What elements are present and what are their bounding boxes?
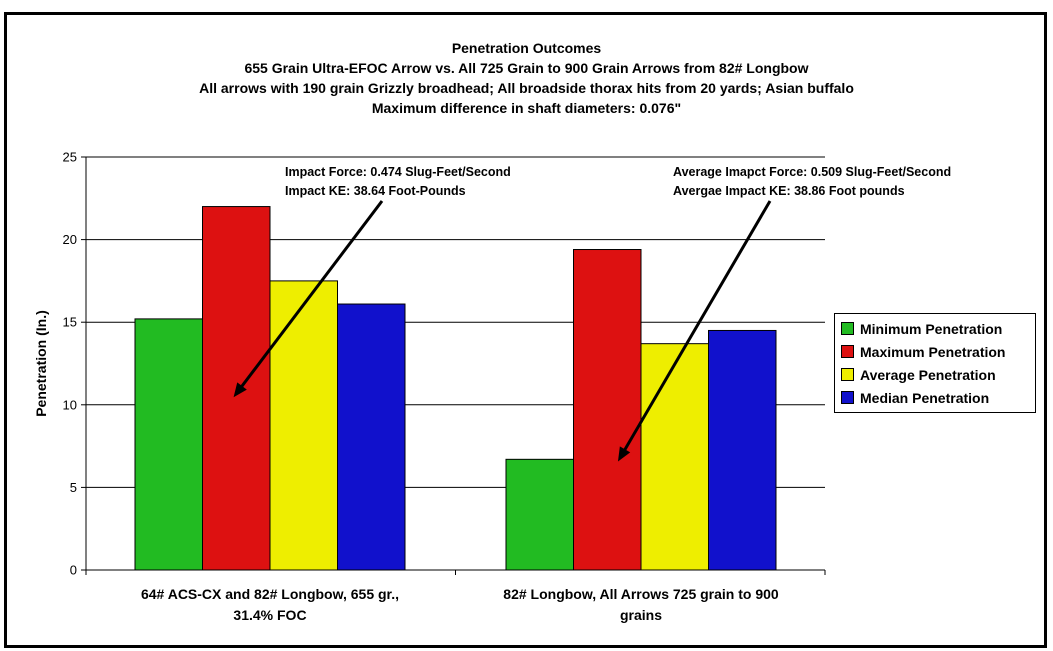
legend-item: Maximum Penetration: [841, 340, 1029, 363]
legend-label: Maximum Penetration: [860, 343, 1006, 360]
bar: [573, 249, 642, 571]
y-tick-label: 10: [63, 397, 77, 412]
annotation-text: Impact Force: 0.474 Slug-Feet/Second: [285, 165, 511, 179]
annotation-text: Average Imapct Force: 0.509 Slug-Feet/Se…: [673, 165, 951, 179]
legend-label: Minimum Penetration: [860, 320, 1003, 337]
legend-item: Median Penetration: [841, 386, 1029, 409]
bar: [640, 343, 709, 571]
legend-item: Average Penetration: [841, 363, 1029, 386]
bar: [505, 458, 574, 571]
annotation-arrow-line: [234, 200, 384, 395]
y-tick-label: 5: [70, 480, 77, 495]
y-tick-label: 20: [63, 232, 77, 247]
annotation-arrowhead: [617, 446, 631, 462]
annotation-text: Avergae Impact KE: 38.86 Foot pounds: [673, 184, 905, 198]
labels: 0 5 10 15 20 25 Penetration (In.) 64# ACS-CX an…: [33, 150, 779, 624]
category-label: 64# ACS-CX and 82# Longbow, 655 gr.,: [141, 586, 399, 602]
category-label: 31.4% FOC: [233, 607, 306, 623]
legend-swatch: [841, 345, 854, 358]
legend-swatch: [841, 368, 854, 381]
legend-item: Minimum Penetration: [841, 317, 1029, 340]
title-line-2: 655 Grain Ultra-EFOC Arrow vs. All 725 G…: [244, 60, 809, 76]
category-label: grains: [620, 607, 662, 623]
legend-swatch: [841, 391, 854, 404]
title-line-4: Maximum difference in shaft diameters: 0…: [371, 100, 682, 116]
chart-title: Penetration Outcomes 655 Grain Ultra-EFO…: [0, 38, 1053, 118]
y-axis-title: Penetration (In.): [33, 310, 49, 417]
legend-label: Median Penetration: [860, 389, 990, 406]
legend-swatch: [841, 322, 854, 335]
y-tick-label: 15: [63, 315, 77, 330]
category-label: 82# Longbow, All Arrows 725 grain to 900: [503, 586, 779, 602]
bar: [134, 318, 203, 571]
legend-label: Average Penetration: [860, 366, 996, 383]
title-line-1: Penetration Outcomes: [451, 40, 602, 56]
bar: [708, 329, 777, 571]
bars: [134, 206, 777, 571]
axes: [81, 156, 826, 575]
annotation-text: Impact KE: 38.64 Foot-Pounds: [285, 184, 466, 198]
annotation-arrow-line: [618, 200, 772, 459]
y-tick-label: 25: [63, 150, 77, 165]
title-line-3: All arrows with 190 grain Grizzly broadh…: [199, 80, 854, 96]
annotations: Impact Force: 0.474 Slug-Feet/Second Impa…: [233, 165, 951, 462]
annotation-arrowhead: [233, 382, 247, 398]
bar: [269, 280, 338, 571]
y-tick-label: 0: [70, 563, 77, 578]
bar: [337, 303, 406, 571]
legend: Minimum Penetration Maximum Penetration Av…: [834, 313, 1036, 413]
